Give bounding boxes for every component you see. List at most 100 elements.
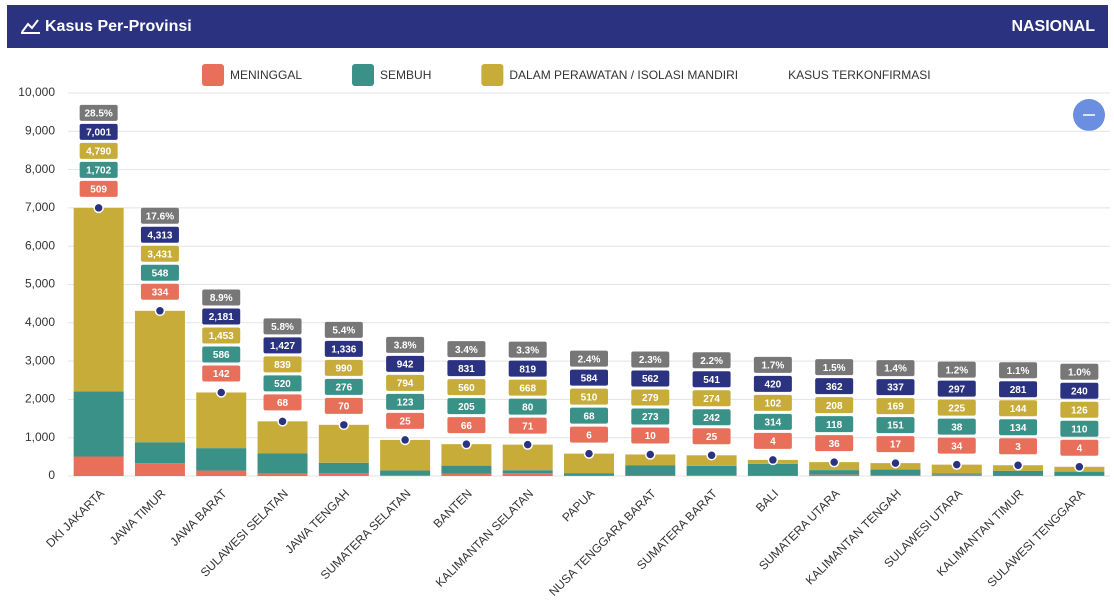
- bar-segment: [564, 473, 614, 476]
- value-label: 205: [458, 402, 475, 413]
- value-label-box: [140, 264, 179, 281]
- value-label: 560: [458, 383, 475, 394]
- value-label: 25: [400, 417, 412, 428]
- value-label-box: [876, 436, 915, 453]
- total-dot: [338, 419, 350, 431]
- value-label: 1.4%: [884, 364, 907, 375]
- value-label-box: [324, 321, 363, 338]
- total-dot: [645, 449, 656, 460]
- value-label: 1.5%: [823, 363, 846, 374]
- total-dot: [399, 434, 411, 446]
- value-label-box: [876, 379, 915, 396]
- value-label: 4: [1077, 443, 1083, 454]
- value-label: 520: [274, 379, 291, 390]
- legend-label[interactable]: KASUS TERKONFIRMASI: [788, 68, 930, 82]
- value-label: 3: [1015, 442, 1021, 453]
- legend-label[interactable]: MENINGGAL: [230, 68, 302, 82]
- value-label-box: [570, 369, 608, 386]
- value-label: 990: [335, 363, 352, 374]
- value-label-box: [79, 142, 118, 159]
- bar-segment: [73, 456, 124, 476]
- value-label: 3.3%: [516, 345, 539, 356]
- value-label: 38: [951, 422, 963, 433]
- value-label: 586: [213, 350, 230, 361]
- header-scope[interactable]: NASIONAL: [1011, 18, 1095, 35]
- y-tick-label: 1,000: [25, 430, 55, 444]
- bar-segment: [686, 465, 737, 476]
- value-label-box: [79, 161, 118, 178]
- total-dot: [1012, 459, 1024, 471]
- value-label: 8.9%: [210, 293, 233, 304]
- value-label-box: [386, 374, 425, 391]
- bar-segment: [196, 470, 247, 476]
- value-label-box: [79, 123, 118, 140]
- y-tick-label: 10,000: [18, 85, 55, 99]
- legend-label[interactable]: DALAM PERAWATAN / ISOLASI MANDIRI: [509, 68, 738, 82]
- value-label: 28.5%: [84, 109, 112, 120]
- total-dot: [583, 448, 595, 459]
- header-bar: [7, 5, 1108, 48]
- value-label: 1.7%: [761, 361, 784, 372]
- chart-icon: [21, 19, 39, 33]
- legend-label[interactable]: SEMBUH: [380, 68, 431, 82]
- value-label-box: [692, 371, 731, 388]
- total-dot: [154, 305, 166, 317]
- x-tick-label: BALI: [753, 486, 781, 514]
- value-label: 5.4%: [332, 325, 355, 336]
- bar-segment: [441, 465, 492, 474]
- value-label: 225: [948, 403, 965, 414]
- value-label-box: [570, 407, 608, 424]
- y-tick-label: 2,000: [25, 392, 55, 406]
- total-dot: [277, 416, 288, 427]
- value-label-box: [937, 437, 976, 454]
- bar-segment: [380, 475, 431, 476]
- value-label-box: [1060, 382, 1099, 399]
- value-label: 794: [397, 379, 414, 390]
- value-label: 279: [642, 393, 659, 404]
- value-label-box: [1060, 439, 1099, 456]
- value-label: 2.4%: [578, 354, 601, 365]
- value-label: 102: [765, 399, 782, 410]
- bar-segment: [564, 453, 614, 474]
- value-label-box: [692, 409, 731, 426]
- x-tick-label: BANTEN: [430, 486, 474, 530]
- value-label-box: [508, 341, 547, 358]
- value-label-box: [876, 360, 915, 377]
- value-label-box: [202, 346, 241, 363]
- value-label-box: [631, 408, 670, 425]
- value-label: 25: [706, 432, 718, 443]
- value-label-box: [631, 351, 670, 368]
- value-label: 4,313: [147, 230, 172, 241]
- value-label: 2.3%: [639, 355, 662, 366]
- value-label: 1.1%: [1007, 366, 1030, 377]
- value-label-box: [324, 340, 363, 357]
- value-label: 68: [277, 398, 289, 409]
- value-label: 3.8%: [394, 341, 417, 352]
- value-label: 118: [826, 420, 843, 431]
- bar-segment: [931, 473, 982, 475]
- value-label-box: [999, 438, 1038, 455]
- bar-segment: [870, 469, 921, 476]
- value-label: 562: [642, 374, 659, 385]
- value-label: 68: [583, 411, 595, 422]
- value-label: 66: [461, 421, 473, 432]
- value-label: 541: [703, 375, 720, 386]
- value-label-box: [202, 289, 241, 306]
- total-dot: [215, 387, 227, 398]
- value-label-box: [815, 435, 854, 452]
- value-label: 584: [581, 373, 598, 384]
- bar-segment: [931, 474, 982, 476]
- value-label-box: [999, 400, 1038, 417]
- value-label-box: [937, 380, 976, 397]
- legend-swatch: [481, 64, 504, 86]
- value-label-box: [815, 378, 854, 395]
- value-label: 17: [890, 440, 902, 451]
- value-label: 3.4%: [455, 345, 478, 356]
- value-label: 240: [1071, 386, 1088, 397]
- bar-segment: [870, 475, 921, 476]
- value-label: 334: [152, 287, 169, 298]
- value-label-box: [447, 417, 486, 434]
- bar-segment: [257, 453, 308, 474]
- value-label-box: [508, 360, 547, 377]
- bar-segment: [380, 470, 431, 476]
